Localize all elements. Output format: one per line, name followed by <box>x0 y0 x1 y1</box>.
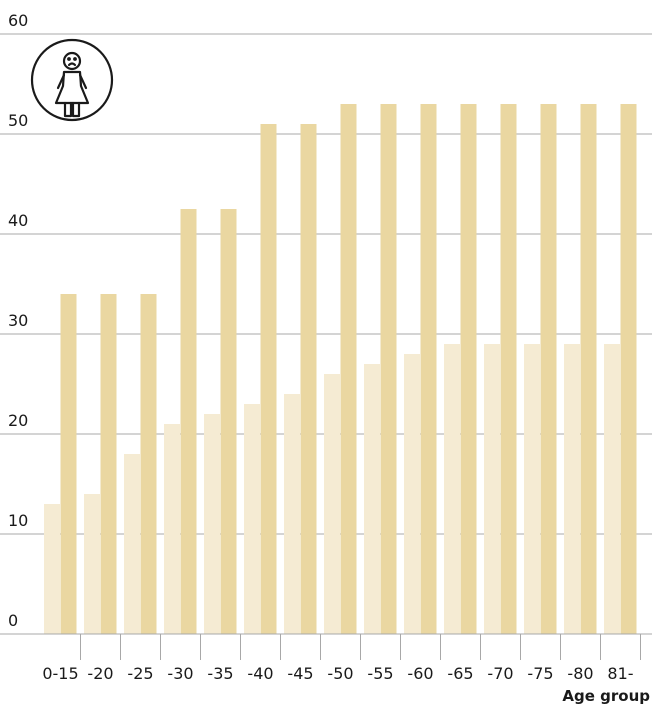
x-tick-label: -60 <box>407 664 433 683</box>
bar-series-2--25 <box>140 294 157 634</box>
x-tick-label: -75 <box>527 664 553 683</box>
bar-series-1--75 <box>524 344 540 634</box>
bar-series-2--20 <box>100 294 117 634</box>
x-tick-label: -20 <box>87 664 113 683</box>
bar-series-2--80 <box>580 104 597 634</box>
y-tick-label: 20 <box>8 411 28 430</box>
bar-series-1--35 <box>204 414 220 634</box>
bar-series-2--50 <box>340 104 357 634</box>
x-tick-label: 81- <box>607 664 633 683</box>
bar-series-1--40 <box>244 404 260 634</box>
x-tick-label: -30 <box>167 664 193 683</box>
bar-series-1--60 <box>404 354 420 634</box>
bar-series-2--60 <box>420 104 437 634</box>
bar-series-2-81- <box>620 104 637 634</box>
bar-series-2--30 <box>180 209 197 634</box>
y-tick-label: 50 <box>8 111 28 130</box>
bars <box>44 104 637 634</box>
bar-series-2--35 <box>220 209 237 634</box>
bar-series-1--25 <box>124 454 140 634</box>
y-tick-label: 30 <box>8 311 28 330</box>
bar-series-1--50 <box>324 374 340 634</box>
woman-icon <box>30 38 114 122</box>
bar-series-1--80 <box>564 344 580 634</box>
y-tick-label: 10 <box>8 511 28 530</box>
bar-series-2-0-15 <box>60 294 77 634</box>
bar-series-2--75 <box>540 104 557 634</box>
bar-series-1--65 <box>444 344 460 634</box>
x-tick-label: -35 <box>207 664 233 683</box>
bar-series-1--55 <box>364 364 380 634</box>
x-axis-label: Age group <box>562 687 650 705</box>
x-tick-label: -50 <box>327 664 353 683</box>
bar-series-2--55 <box>380 104 397 634</box>
x-tick-label: -25 <box>127 664 153 683</box>
y-tick-label: 0 <box>8 611 18 630</box>
bar-series-2--70 <box>500 104 517 634</box>
y-tick-label: 60 <box>8 11 28 30</box>
x-tick-label: -45 <box>287 664 313 683</box>
bar-series-1--20 <box>84 494 100 634</box>
bar-series-1--70 <box>484 344 500 634</box>
bar-series-1-0-15 <box>44 504 60 634</box>
x-tick-label: -80 <box>567 664 593 683</box>
x-tick-label: -70 <box>487 664 513 683</box>
bar-series-2--65 <box>460 104 477 634</box>
x-tick-label: -55 <box>367 664 393 683</box>
bar-series-1-81- <box>604 344 620 634</box>
x-tick-label: -40 <box>247 664 273 683</box>
bar-series-2--40 <box>260 124 277 634</box>
y-tick-label: 40 <box>8 211 28 230</box>
x-tick-label: -65 <box>447 664 473 683</box>
bar-series-2--45 <box>300 124 317 634</box>
bar-series-1--45 <box>284 394 300 634</box>
bar-series-1--30 <box>164 424 180 634</box>
tick-labels: 0 10 20 30 40 50 60 0-15 -20 -25 -30 -35 -40 -45 -50 -5… <box>0 11 652 683</box>
x-tick-label: 0-15 <box>42 664 78 683</box>
